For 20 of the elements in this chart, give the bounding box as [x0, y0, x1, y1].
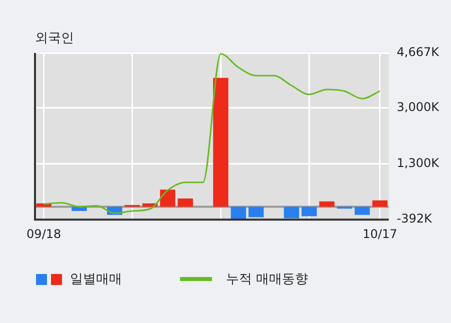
- bar: [178, 198, 193, 207]
- bar: [213, 78, 228, 207]
- bar: [302, 206, 317, 216]
- bar: [160, 190, 176, 207]
- bar: [284, 206, 300, 218]
- line-series: [43, 53, 381, 214]
- x-tick-label: 10/17: [362, 226, 398, 241]
- y-tick-label: -392K: [396, 212, 434, 226]
- y-tick-label: 3,000K: [396, 100, 440, 114]
- legend-label: 일별매매: [70, 271, 122, 288]
- y-tick-label: 1,300K: [396, 156, 440, 170]
- bar: [248, 206, 264, 218]
- bar: [319, 201, 334, 207]
- y-tick-label: 4,667K: [396, 45, 440, 60]
- bar: [230, 206, 246, 220]
- legend-label: 누적 매매동향: [226, 271, 308, 288]
- bar: [354, 206, 370, 215]
- x-tick-label: 09/18: [26, 226, 62, 241]
- chart-title: 외국인: [35, 30, 74, 47]
- bar: [372, 200, 388, 207]
